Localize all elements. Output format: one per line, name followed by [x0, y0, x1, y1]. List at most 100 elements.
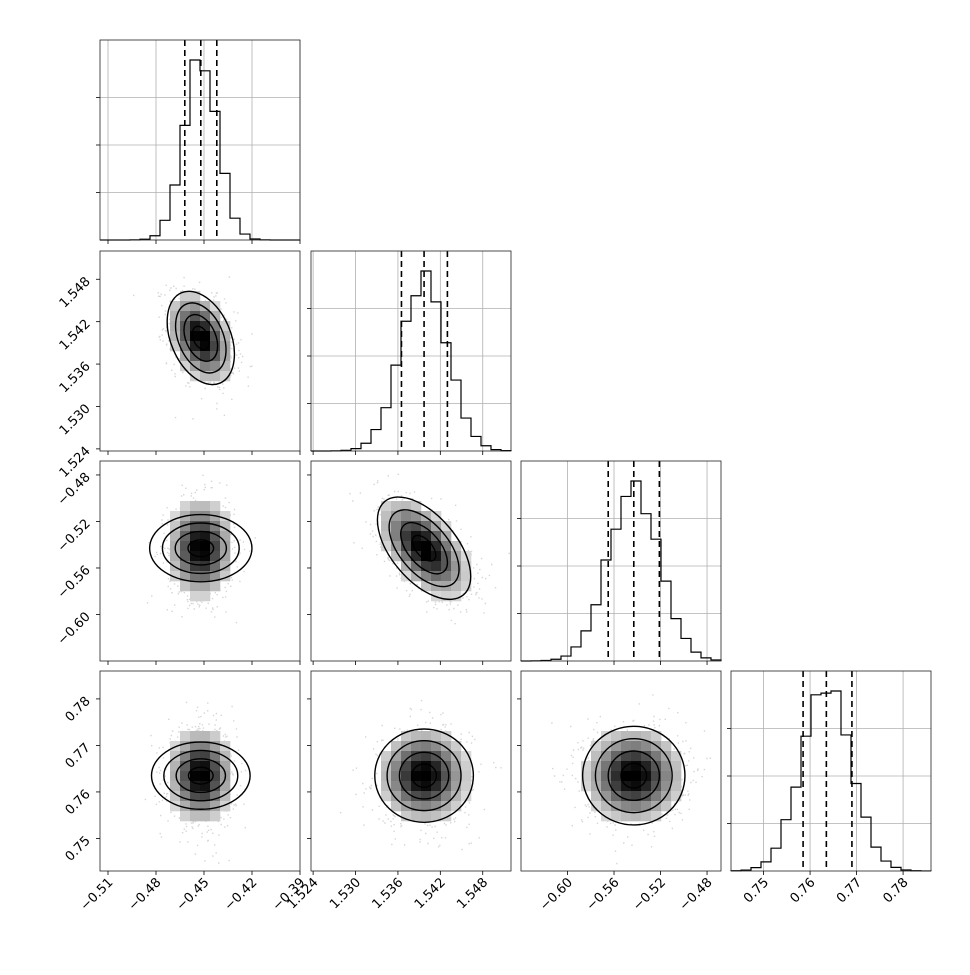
density-cell — [180, 501, 191, 512]
x-tick-label: 0.76 — [787, 875, 818, 906]
density-cell — [401, 511, 412, 522]
contour-level-2 — [594, 737, 673, 814]
density-cell — [611, 801, 622, 812]
panel-0-3 — [96, 670, 301, 875]
density-cell — [220, 531, 231, 542]
contour-level-1 — [400, 521, 449, 575]
contour-level-0 — [187, 766, 214, 785]
density-cell — [441, 731, 452, 742]
density-cell — [381, 501, 392, 512]
density-cell — [661, 801, 672, 812]
density-cell — [180, 741, 191, 752]
density-cell — [190, 301, 201, 312]
density-cell — [441, 741, 452, 752]
density-cell — [461, 561, 472, 572]
density-cell — [190, 541, 201, 552]
density-cell — [431, 811, 442, 822]
density-cell — [210, 751, 221, 762]
x-tick-label: −0.48 — [126, 875, 165, 914]
density-cell — [641, 811, 652, 822]
density-cell — [170, 551, 181, 562]
density-cell — [411, 791, 422, 802]
density-cell — [190, 581, 201, 592]
density-cell — [190, 341, 201, 352]
density-cell — [190, 731, 201, 742]
density-cell — [391, 791, 402, 802]
density-cell — [170, 311, 181, 322]
density-cell — [411, 801, 422, 812]
density-cell — [200, 731, 211, 742]
density-cell — [391, 521, 402, 532]
density-cell — [611, 811, 622, 822]
density-cell — [441, 751, 452, 762]
density-cell — [591, 771, 602, 782]
density-cell — [451, 571, 462, 582]
x-tick-label: 1.536 — [369, 875, 406, 912]
density-cell — [391, 531, 402, 542]
density-cell — [210, 331, 221, 342]
contour-level-1 — [398, 751, 450, 800]
density-cell — [381, 771, 392, 782]
density-cell — [180, 541, 191, 552]
density-cell — [401, 741, 412, 752]
density-cell — [401, 811, 412, 822]
density-cell — [170, 521, 181, 532]
histogram-step — [730, 690, 932, 872]
density-cell — [200, 521, 211, 532]
density-cell — [190, 371, 201, 382]
density-cell — [180, 731, 191, 742]
density-cell — [200, 801, 211, 812]
density-cell — [401, 771, 412, 782]
density-cell — [421, 741, 432, 752]
x-tick-label: 0.78 — [880, 875, 911, 906]
density-cell — [381, 531, 392, 542]
density-cell — [631, 751, 642, 762]
density-cell — [190, 311, 201, 322]
density-cell — [190, 331, 201, 342]
density-cell — [220, 791, 231, 802]
hist-panel-1 — [307, 250, 512, 452]
density-cell — [631, 731, 642, 742]
hist-panel-0 — [96, 39, 301, 241]
density-cell — [190, 501, 201, 512]
y-tick-label: 1.542 — [57, 317, 94, 354]
y-tick-label: 1.536 — [57, 359, 94, 396]
density-cell — [411, 731, 422, 742]
density-cell — [391, 551, 402, 562]
contour-level-1 — [183, 313, 219, 362]
density-cell — [431, 781, 442, 792]
density-cell — [401, 791, 412, 802]
density-cell — [461, 791, 472, 802]
density-cell — [441, 591, 452, 602]
density-cell — [180, 751, 191, 762]
density-cell — [220, 801, 231, 812]
density-cell — [621, 771, 632, 782]
density-cell — [190, 531, 201, 542]
density-cell — [421, 511, 432, 522]
contour-level-3 — [374, 728, 475, 823]
density-cell — [611, 771, 622, 782]
axes-frame — [99, 670, 301, 872]
density-cell — [210, 571, 221, 582]
density-cell — [210, 521, 221, 532]
density-cell — [381, 511, 392, 522]
contour-level-1 — [607, 750, 661, 802]
density-cell — [401, 781, 412, 792]
density-cell — [180, 291, 191, 302]
density-cell — [391, 771, 402, 782]
density-cell — [200, 761, 211, 772]
density-cell — [421, 571, 432, 582]
density-cell — [190, 561, 201, 572]
density-cell — [661, 781, 672, 792]
density-cell — [581, 761, 592, 772]
density-cell — [631, 811, 642, 822]
density-cell — [180, 811, 191, 822]
density-cell — [381, 791, 392, 802]
density-cell — [401, 501, 412, 512]
density-cell — [170, 331, 181, 342]
density-cell — [451, 761, 462, 772]
density-cell — [621, 811, 632, 822]
density-cell — [421, 531, 432, 542]
density-cell — [601, 771, 612, 782]
density-cell — [220, 321, 231, 332]
